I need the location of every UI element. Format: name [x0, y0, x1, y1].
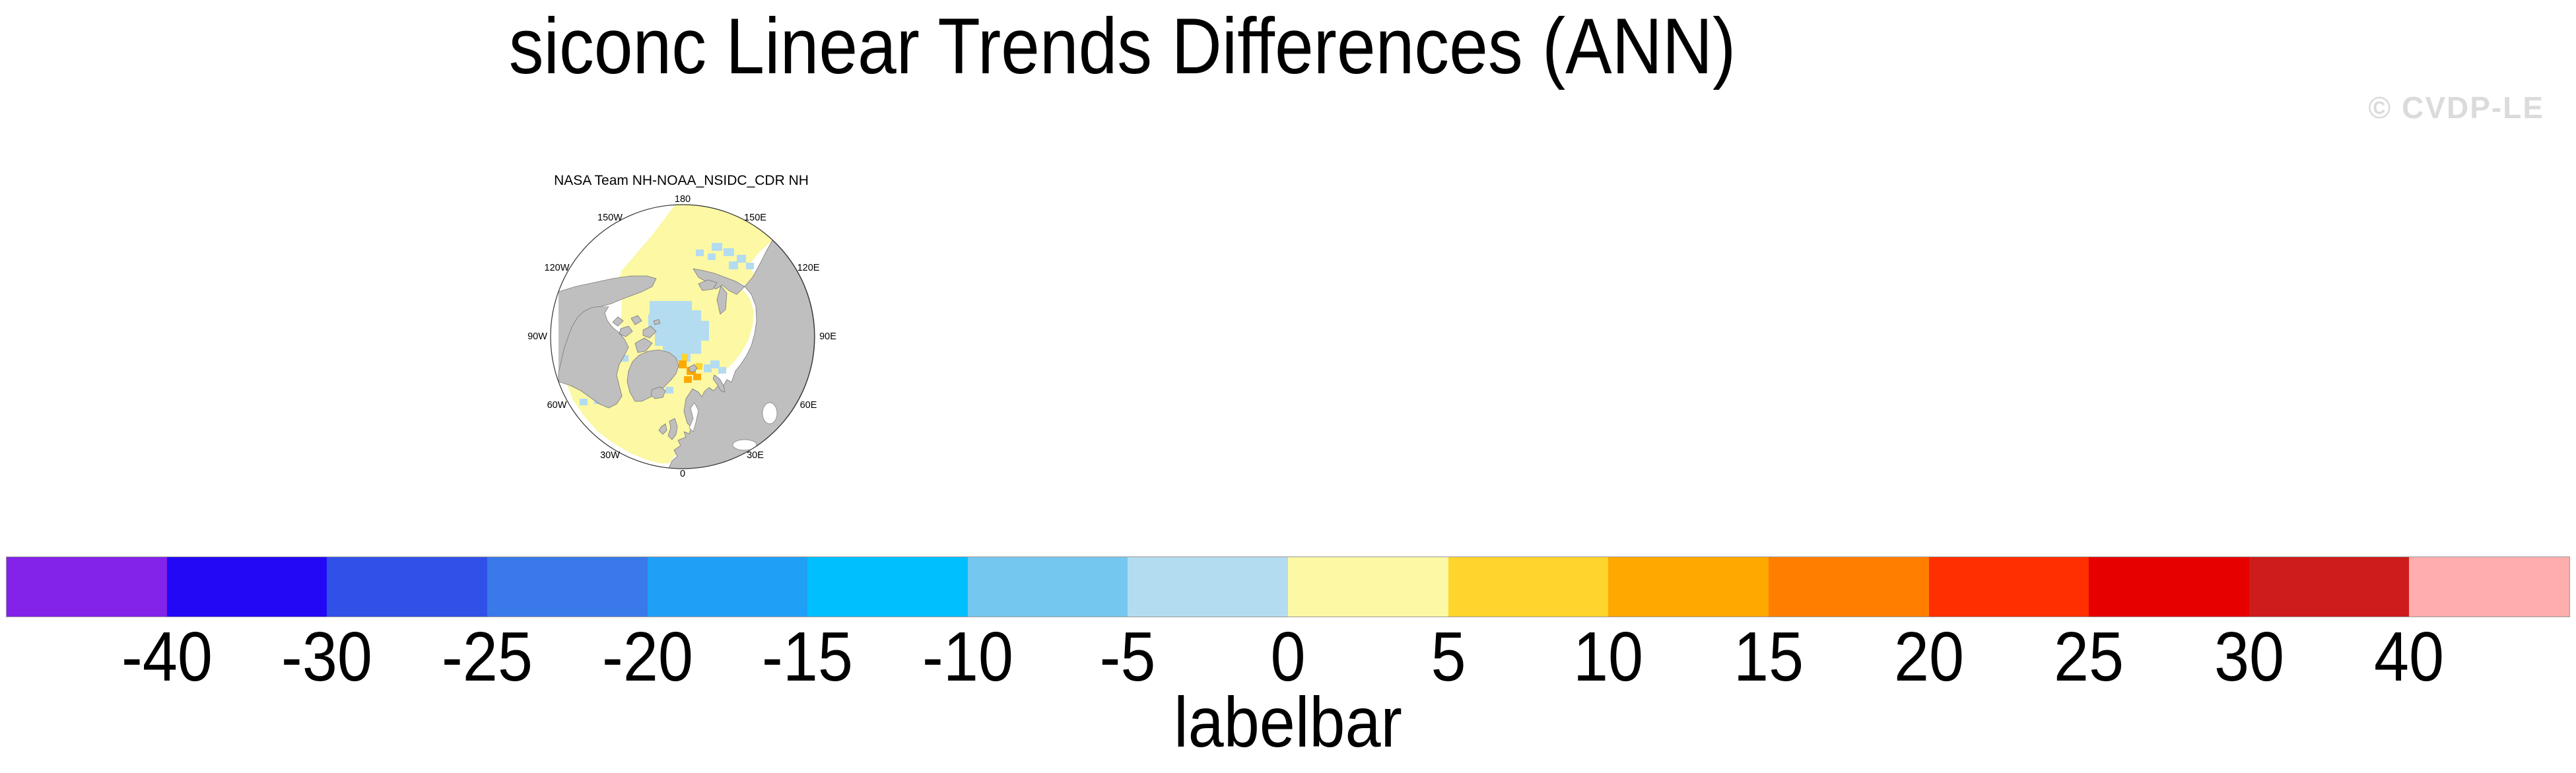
land-svalbard — [689, 364, 698, 373]
labelbar-tick-label: 5 — [1431, 618, 1466, 696]
labelbar-cell — [1448, 557, 1609, 617]
labelbar-cell — [647, 557, 808, 617]
ice-central-negative-blob — [648, 301, 709, 362]
land-north-america-east — [559, 306, 628, 408]
longitude-label: 30E — [747, 450, 764, 461]
figure-title: siconc Linear Trends Differences (ANN) — [508, 2, 1736, 90]
sea-black — [732, 439, 757, 451]
labelbar-cell — [2409, 557, 2569, 617]
labelbar-tick-label: 25 — [2054, 618, 2124, 696]
land-novaya-zemlya — [712, 374, 726, 393]
labelbar-tick-label: -20 — [601, 618, 693, 696]
longitude-label: 30W — [600, 450, 620, 461]
map-boundary-circle — [550, 204, 815, 469]
land-great-britain — [667, 418, 678, 440]
labelbar-cell — [807, 557, 968, 617]
labelbar-tick-label: 20 — [1893, 618, 1964, 696]
land-arctic-island-small-1 — [630, 315, 642, 325]
land-banks-island — [612, 316, 624, 327]
land-eurasia — [668, 240, 815, 469]
landmasses — [559, 240, 815, 469]
labelbar-cell — [166, 557, 327, 617]
labelbar-cell — [1768, 557, 1929, 617]
longitude-labels: 180 150E 120E 90E 60E 30E 0 30W 60W 90W 120W 150W — [527, 194, 836, 479]
labelbar-tick-label: 40 — [2374, 618, 2445, 696]
coast-north-america-main — [558, 278, 657, 409]
longitude-label: 60E — [800, 400, 817, 411]
labelbar-cell — [487, 557, 648, 617]
labelbar-tick-label: -40 — [121, 618, 213, 696]
polar-map: 180 150E 120E 90E 60E 30E 0 30W 60W 90W 120W 150W — [527, 194, 836, 479]
longitude-label: 90E — [819, 331, 836, 342]
labelbar-tick-label: -15 — [762, 618, 854, 696]
land-kamchatka — [716, 285, 728, 315]
labelbar-tick-label: 10 — [1573, 618, 1644, 696]
longitude-label: 90W — [527, 331, 547, 342]
coastlines — [558, 275, 657, 409]
coast-north-america-north — [558, 275, 657, 292]
labelbar-cell — [1128, 557, 1288, 617]
sea-caspian — [762, 402, 778, 424]
land-wrangel-island — [698, 279, 718, 291]
longitude-label: 0 — [680, 469, 685, 479]
labelbar-tick-label: -25 — [441, 618, 533, 696]
land-north-america-west — [559, 276, 656, 382]
land-iceland — [650, 386, 666, 399]
labelbar-cell — [327, 557, 487, 617]
map-panel: NASA Team NH-NOAA_NSIDC_CDR NH — [523, 165, 840, 482]
map-panel-title: NASA Team NH-NOAA_NSIDC_CDR NH — [554, 173, 809, 188]
labelbar-tick-label: 0 — [1270, 618, 1306, 696]
land-ellesmere-island — [642, 325, 657, 339]
labelbar-cell — [967, 557, 1128, 617]
sea-baltic — [689, 402, 699, 432]
labelbar-tick-label: 30 — [2214, 618, 2284, 696]
labelbar-tick-label: -30 — [281, 618, 373, 696]
land-arctic-island-small-2 — [653, 319, 661, 325]
labelbar-cell — [1928, 557, 2089, 617]
labelbar-cell — [2249, 557, 2410, 617]
longitude-label: 120E — [797, 263, 820, 273]
longitude-label: 120W — [545, 263, 570, 273]
longitude-label: 60W — [547, 400, 567, 411]
labelbar-tick-label: -5 — [1099, 618, 1156, 696]
labelbar-cell — [1288, 557, 1448, 617]
land-ireland — [658, 423, 667, 435]
land-baffin-island — [634, 337, 653, 353]
labelbar-cell — [7, 557, 167, 617]
labelbar-caption: labelbar — [1174, 682, 1402, 762]
labelbar-tick-label: -10 — [922, 618, 1013, 696]
inner-seas — [689, 402, 778, 451]
longitude-label: 150E — [744, 213, 766, 223]
longitude-label: 150W — [597, 213, 623, 223]
cvdp-watermark: © CVDP-LE — [2368, 90, 2544, 125]
labelbar-tick-label: 15 — [1733, 618, 1804, 696]
labelbar-tick-row: -40 -30 -25 -20 -15 -10 -5 0 5 10 15 20 25 30 40 — [7, 622, 2569, 696]
labelbar-cell — [1608, 557, 1769, 617]
longitude-label: 180 — [675, 194, 691, 205]
labelbar-color-strip — [6, 556, 2570, 617]
labelbar-cell — [2089, 557, 2249, 617]
